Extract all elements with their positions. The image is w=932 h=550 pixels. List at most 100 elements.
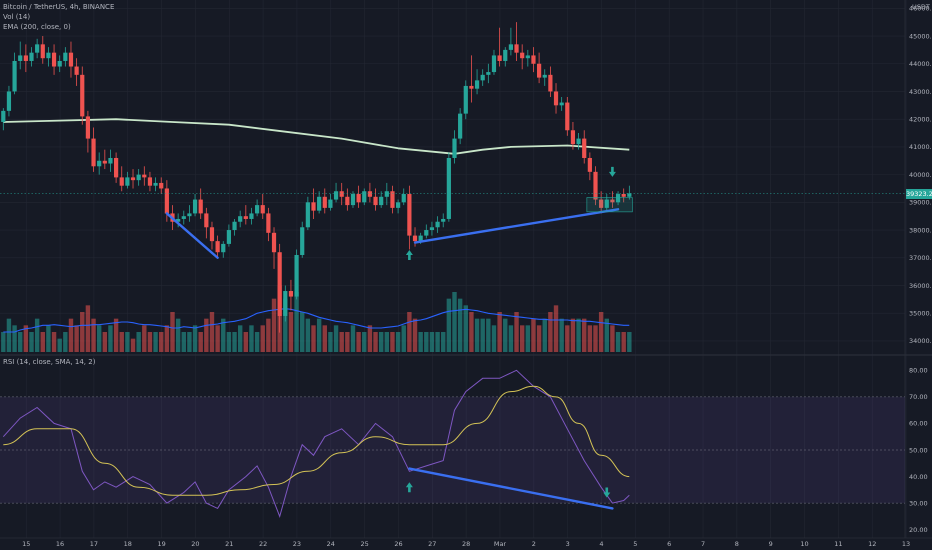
volume-bar	[46, 325, 51, 352]
currency-label: USDT	[912, 3, 930, 11]
time-axis-tick: 21	[225, 540, 233, 548]
candle-body	[142, 174, 147, 178]
candle-body	[497, 55, 502, 61]
rsi-axis-tick: 60.00	[909, 420, 928, 428]
candle-body	[221, 243, 226, 253]
candle-body	[232, 221, 237, 231]
candle-body	[249, 213, 254, 219]
volume-bar	[435, 332, 440, 352]
volume-bar	[170, 312, 175, 352]
volume-bar	[553, 305, 559, 352]
candle-body	[91, 138, 96, 167]
price-arrow-up-icon	[405, 249, 413, 260]
volume-bar	[1, 332, 6, 352]
volume-bar	[130, 338, 136, 352]
candle-body	[288, 291, 294, 297]
volume-bar	[486, 318, 491, 352]
volume-bar	[266, 318, 271, 352]
volume-bar	[570, 318, 576, 352]
volume-bar	[367, 325, 373, 352]
time-axis-tick: 8	[735, 540, 739, 548]
volume-bar	[80, 312, 85, 352]
volume-bar	[542, 318, 547, 352]
candle-body	[474, 80, 480, 89]
candle-body	[384, 191, 389, 197]
candle-body	[615, 194, 621, 203]
candle-body	[627, 193, 632, 197]
time-axis-tick: 4	[599, 540, 603, 548]
rsi-arrow-up-icon	[405, 482, 413, 493]
volume-bar	[153, 332, 158, 352]
volume-bar	[412, 318, 418, 352]
volume-bar	[57, 338, 62, 352]
candle-body	[243, 216, 248, 219]
candle-body	[486, 72, 491, 75]
volume-bar	[23, 325, 29, 352]
volume-bar	[311, 325, 316, 352]
volume-bar	[243, 332, 249, 352]
ema-legend: EMA (200, close, 0)	[3, 23, 71, 31]
volume-bar	[356, 332, 361, 352]
candle-body	[582, 138, 587, 158]
candle-body	[159, 182, 164, 189]
volume-bar	[283, 298, 288, 352]
candle-body	[311, 202, 316, 211]
time-axis-tick: 24	[327, 540, 335, 548]
volume-bar	[373, 332, 378, 352]
time-axis-tick: 5	[633, 540, 637, 548]
candle-body	[542, 74, 547, 78]
time-axis-tick: 7	[701, 540, 705, 548]
volume-bar	[514, 312, 519, 352]
candle-body	[305, 202, 310, 228]
candle-body	[119, 177, 124, 186]
candle-body	[283, 291, 288, 316]
candle-body	[176, 218, 181, 222]
price-axis-tick: 40000.00	[909, 171, 932, 179]
candle-body	[6, 91, 12, 111]
price-axis-tick: 38000.00	[909, 226, 932, 234]
volume-bar	[192, 325, 198, 352]
volume-bar	[463, 305, 468, 352]
candle-body	[418, 235, 423, 242]
time-axis-tick: 18	[124, 540, 132, 548]
candle-body	[508, 44, 513, 50]
volume-bar	[424, 332, 429, 352]
candle-body	[1, 110, 6, 122]
volume-bar	[469, 312, 474, 352]
price-trendline	[413, 208, 620, 244]
candle-body	[294, 254, 299, 297]
volume-bar	[582, 318, 587, 352]
volume-bar	[497, 312, 502, 352]
volume-bar	[587, 325, 593, 352]
candle-body	[531, 55, 536, 64]
candle-body	[469, 85, 474, 89]
volume-bar	[407, 312, 412, 352]
candle-body	[18, 55, 23, 61]
candle-body	[565, 102, 570, 131]
volume-bar	[525, 325, 531, 352]
volume-bar	[125, 332, 130, 352]
time-axis-tick: 12	[868, 540, 876, 548]
volume-bar	[390, 332, 395, 352]
candle-body	[40, 44, 45, 59]
price-axis-tick: 37000.00	[909, 254, 932, 262]
time-axis-tick: 19	[157, 540, 165, 548]
candle-body	[503, 49, 508, 61]
candle-body	[396, 202, 401, 208]
candle-body	[412, 235, 418, 242]
candle-body	[480, 74, 485, 81]
consolidation-box	[586, 197, 633, 213]
volume-bar	[604, 318, 609, 352]
volume-bar	[345, 332, 350, 352]
time-axis-tick: 2	[532, 540, 536, 548]
rsi-line	[2, 369, 630, 518]
volume-bar	[63, 332, 68, 352]
volume-bar	[548, 312, 553, 352]
rsi-axis-tick: 50.00	[909, 446, 928, 454]
candle-body	[136, 174, 141, 181]
volume-bar	[232, 332, 237, 352]
candle-body	[125, 177, 130, 186]
candle-body	[322, 196, 327, 208]
volume-bar	[159, 332, 164, 352]
